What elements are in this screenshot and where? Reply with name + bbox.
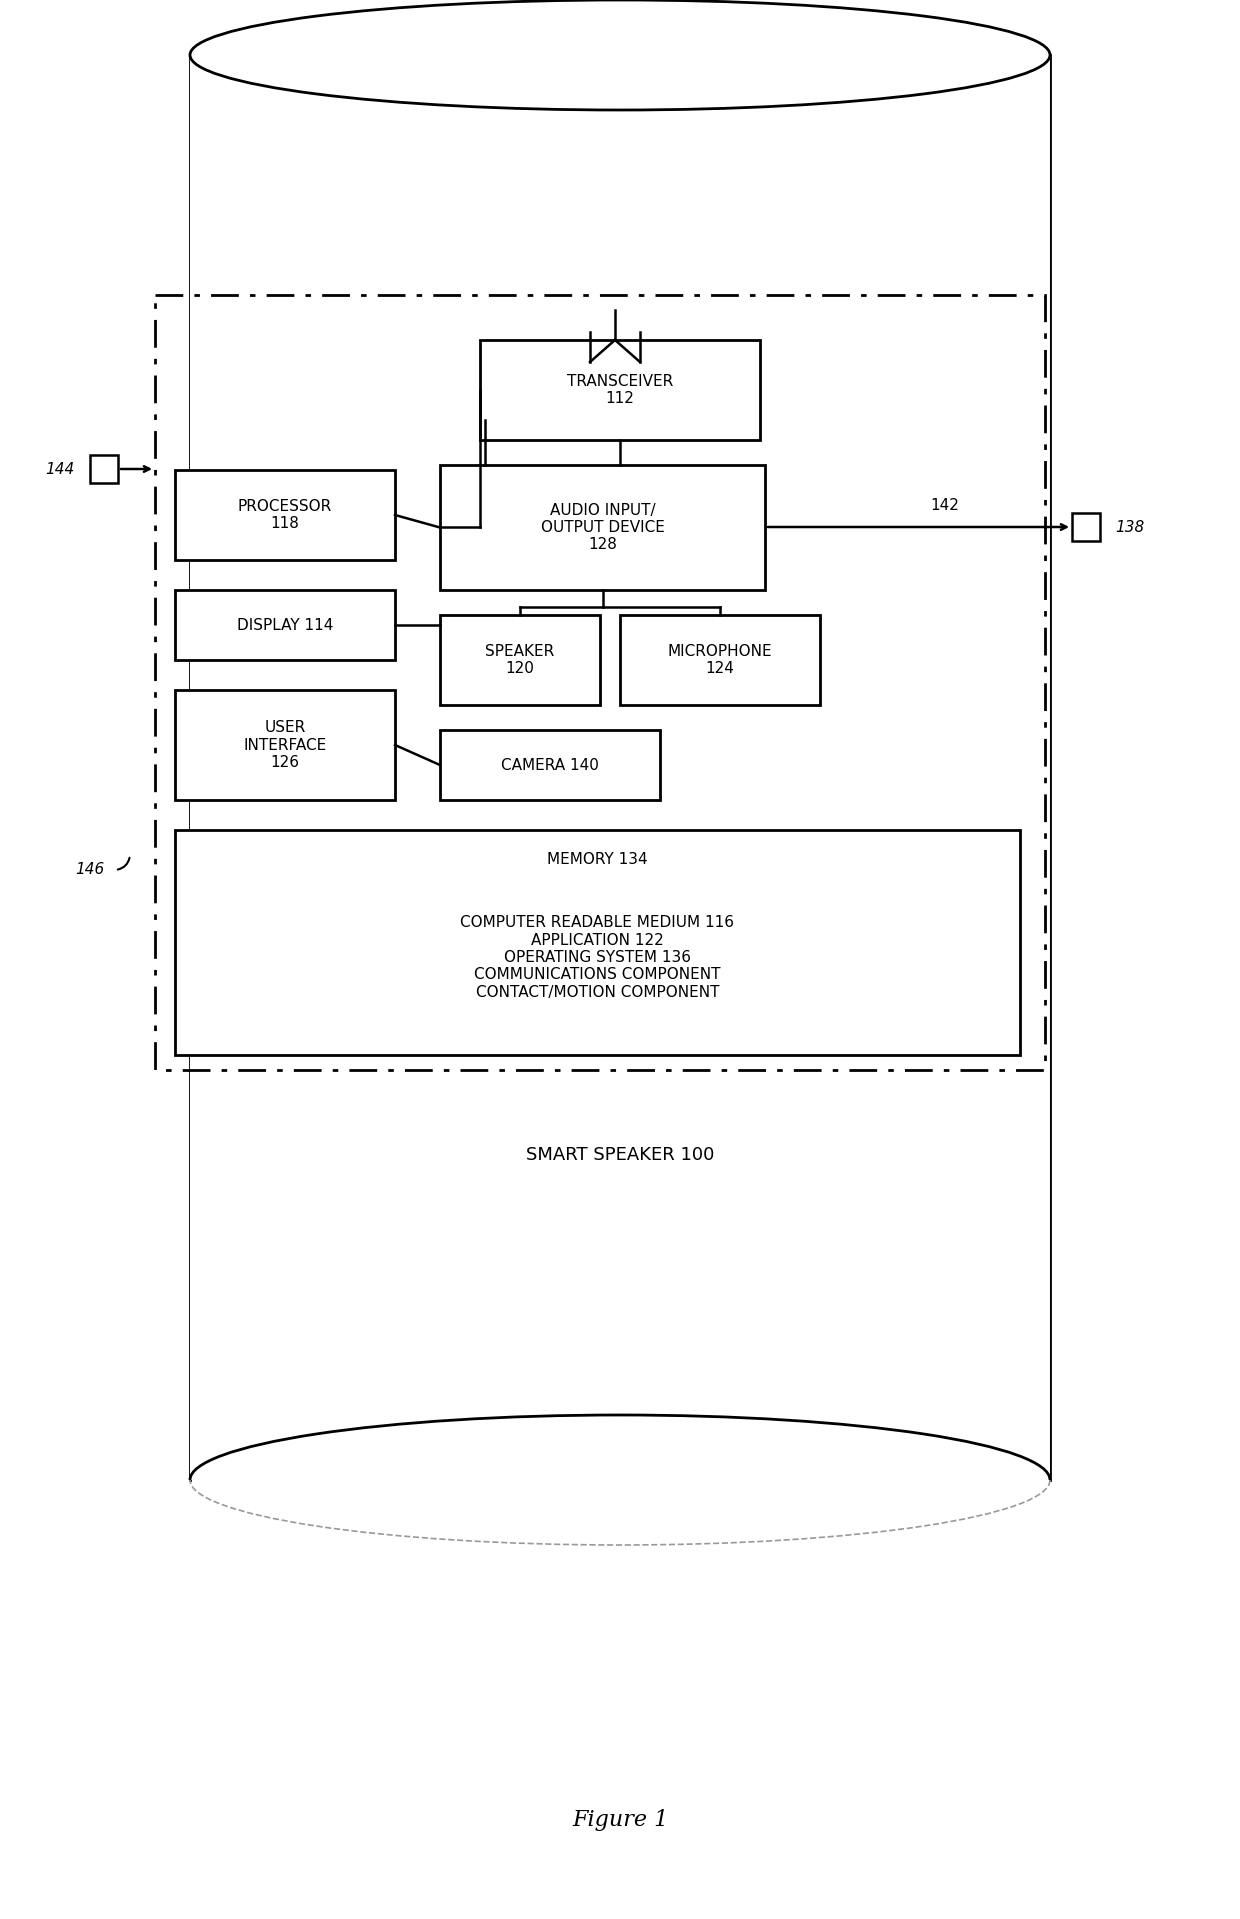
Text: MICROPHONE
124: MICROPHONE 124 <box>667 643 773 675</box>
Text: TRANSCEIVER
112: TRANSCEIVER 112 <box>567 374 673 407</box>
Bar <box>175 470 396 560</box>
Text: COMPUTER READABLE MEDIUM 116
APPLICATION 122
OPERATING SYSTEM 136
COMMUNICATIONS: COMPUTER READABLE MEDIUM 116 APPLICATION… <box>460 915 734 1000</box>
Bar <box>440 614 600 704</box>
Bar <box>175 831 1021 1055</box>
Bar <box>175 691 396 800</box>
Text: 138: 138 <box>1115 520 1145 535</box>
Text: 146: 146 <box>76 862 105 877</box>
Text: 142: 142 <box>930 497 959 512</box>
Bar <box>620 614 820 704</box>
Text: USER
INTERFACE
126: USER INTERFACE 126 <box>243 720 326 770</box>
Text: 144: 144 <box>46 461 74 476</box>
Bar <box>175 589 396 660</box>
Text: CAMERA 140: CAMERA 140 <box>501 758 599 773</box>
Text: DISPLAY 114: DISPLAY 114 <box>237 618 334 633</box>
Text: PROCESSOR
118: PROCESSOR 118 <box>238 499 332 532</box>
Text: MEMORY 134: MEMORY 134 <box>547 852 647 867</box>
Text: SMART SPEAKER 100: SMART SPEAKER 100 <box>526 1146 714 1165</box>
Bar <box>440 464 765 589</box>
Bar <box>91 455 118 484</box>
Text: SPEAKER
120: SPEAKER 120 <box>485 643 554 675</box>
Bar <box>480 340 760 439</box>
Bar <box>1073 512 1100 541</box>
Text: Figure 1: Figure 1 <box>572 1810 668 1831</box>
Ellipse shape <box>190 0 1050 109</box>
Bar <box>440 729 660 800</box>
FancyBboxPatch shape <box>190 56 1050 1480</box>
Bar <box>155 296 1045 1071</box>
Text: AUDIO INPUT/
OUTPUT DEVICE
128: AUDIO INPUT/ OUTPUT DEVICE 128 <box>541 503 665 553</box>
